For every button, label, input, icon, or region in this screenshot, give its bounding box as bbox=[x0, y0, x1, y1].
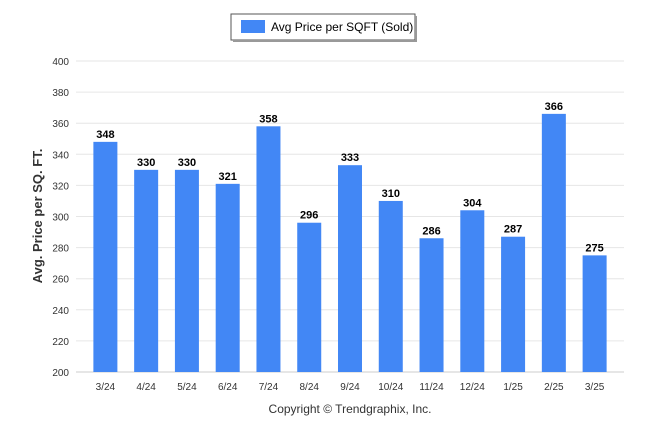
data-label: 304 bbox=[463, 197, 482, 209]
x-tick-label: 12/24 bbox=[460, 382, 485, 393]
bar[interactable] bbox=[215, 183, 240, 372]
bar[interactable] bbox=[541, 113, 566, 373]
y-tick-label: 260 bbox=[52, 275, 69, 286]
data-label: 348 bbox=[96, 129, 114, 141]
data-label: 366 bbox=[545, 101, 563, 113]
x-tick-label: 8/24 bbox=[299, 382, 319, 393]
data-label: 358 bbox=[259, 113, 277, 125]
data-label: 330 bbox=[178, 157, 196, 169]
data-label: 286 bbox=[422, 225, 440, 237]
x-tick-label: 3/25 bbox=[585, 382, 605, 393]
data-label: 275 bbox=[585, 242, 603, 254]
data-label: 330 bbox=[137, 157, 155, 169]
bar[interactable] bbox=[378, 200, 403, 372]
copyright-text: Copyright © Trendgraphix, Inc. bbox=[269, 402, 432, 416]
bar[interactable] bbox=[174, 169, 199, 372]
y-tick-label: 320 bbox=[52, 181, 69, 192]
x-tick-label: 6/24 bbox=[218, 382, 238, 393]
data-label: 287 bbox=[504, 224, 522, 236]
y-tick-label: 300 bbox=[52, 213, 69, 224]
y-tick-label: 240 bbox=[52, 306, 69, 317]
legend-swatch bbox=[241, 20, 265, 33]
legend-box-shadow bbox=[233, 40, 417, 42]
data-label: 310 bbox=[382, 188, 400, 200]
data-label: 321 bbox=[219, 171, 237, 183]
y-tick-label: 340 bbox=[52, 150, 69, 161]
x-tick-label: 11/24 bbox=[419, 382, 444, 393]
bar[interactable] bbox=[582, 255, 607, 372]
bar[interactable] bbox=[297, 222, 322, 372]
x-tick-label: 7/24 bbox=[259, 382, 279, 393]
y-axis-ticks: 200 220 240 260 280 300 320 340 360 380 400 bbox=[52, 57, 69, 379]
data-labels: 348 330 330 321 358 296 333 310 286 304 287 366 275 bbox=[96, 101, 604, 255]
legend-label: Avg Price per SQFT (Sold) bbox=[271, 20, 413, 34]
x-tick-label: 10/24 bbox=[378, 382, 403, 393]
x-tick-label: 1/25 bbox=[503, 382, 523, 393]
bar[interactable] bbox=[338, 165, 362, 372]
y-tick-label: 360 bbox=[52, 119, 69, 130]
legend-box-shadow-side bbox=[415, 16, 417, 42]
y-tick-label: 280 bbox=[52, 244, 69, 255]
x-tick-label: 3/24 bbox=[96, 382, 116, 393]
data-label: 296 bbox=[300, 210, 318, 222]
x-tick-label: 2/25 bbox=[544, 382, 564, 393]
y-axis-title: Avg. Price per SQ. FT. bbox=[30, 149, 45, 284]
x-tick-label: 9/24 bbox=[340, 382, 360, 393]
bar[interactable] bbox=[256, 126, 281, 372]
bar[interactable] bbox=[134, 169, 159, 372]
bar[interactable] bbox=[460, 210, 485, 372]
bar[interactable] bbox=[93, 141, 118, 372]
x-axis-ticks: 3/24 4/24 5/24 6/24 7/24 8/24 9/24 10/24 11/24 12… bbox=[96, 382, 605, 393]
y-tick-label: 220 bbox=[52, 337, 69, 348]
y-tick-label: 380 bbox=[52, 88, 69, 99]
x-tick-label: 4/24 bbox=[136, 382, 156, 393]
y-tick-label: 400 bbox=[52, 57, 69, 68]
bar[interactable] bbox=[419, 238, 444, 372]
legend[interactable]: Avg Price per SQFT (Sold) bbox=[230, 13, 417, 42]
bar[interactable] bbox=[501, 236, 526, 372]
data-label: 333 bbox=[341, 152, 359, 164]
x-tick-label: 5/24 bbox=[177, 382, 197, 393]
y-tick-label: 200 bbox=[52, 368, 69, 379]
bars bbox=[93, 113, 607, 373]
